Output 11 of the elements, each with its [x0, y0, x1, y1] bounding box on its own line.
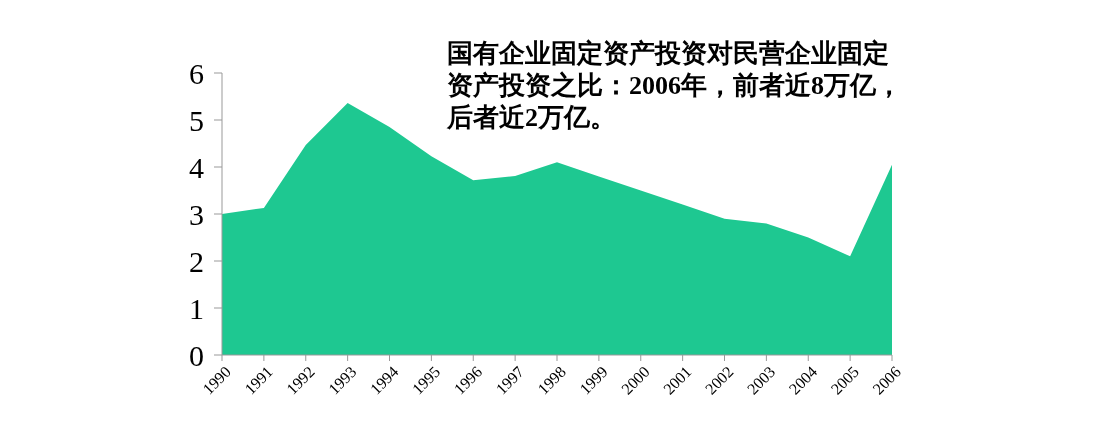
y-tick-label: 0	[189, 338, 204, 372]
x-tick-label: 1993	[324, 362, 360, 398]
x-tick-label: 1992	[283, 362, 318, 398]
y-tick-label: 2	[189, 244, 204, 278]
annotation: 国有企业固定资产投资对民营企业固定资产投资之比：2006年，前者近8万亿，后者近2万亿。	[447, 38, 903, 134]
y-tick-label: 1	[189, 291, 204, 325]
y-tick-label: 4	[189, 150, 204, 184]
y-tick-label: 6	[189, 56, 204, 90]
y-tick-label: 3	[189, 197, 204, 231]
x-tick-label: 1991	[241, 362, 276, 398]
y-tick-label: 5	[189, 103, 204, 137]
